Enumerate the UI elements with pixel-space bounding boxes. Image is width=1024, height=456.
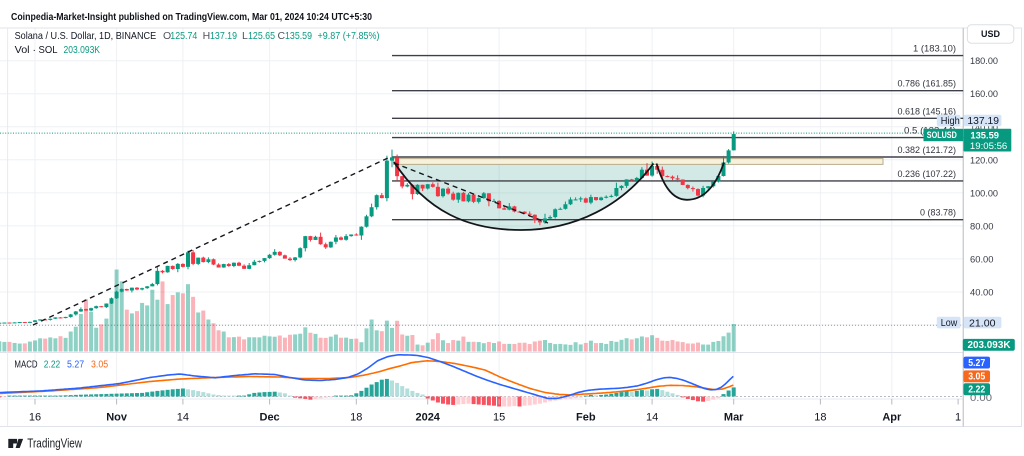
svg-text:140.00: 140.00 (970, 122, 998, 133)
svg-text:+9.87 (+7.85%): +9.87 (+7.85%) (318, 30, 380, 42)
svg-text:H: H (203, 30, 211, 42)
svg-text:120.00: 120.00 (970, 155, 998, 166)
svg-text:0 (83.78): 0 (83.78) (920, 208, 956, 219)
svg-text:137.19: 137.19 (967, 115, 999, 127)
svg-text:·: · (33, 44, 37, 56)
svg-text:125.65: 125.65 (248, 30, 275, 42)
svg-text:5.27: 5.27 (968, 358, 985, 369)
svg-text:18: 18 (814, 412, 826, 424)
svg-text:SOL: SOL (39, 44, 58, 56)
svg-text:5.27: 5.27 (67, 360, 84, 371)
svg-text:0.618 (145.16): 0.618 (145.16) (898, 106, 957, 117)
svg-text:160.00: 160.00 (970, 89, 998, 100)
svg-text:O: O (163, 30, 171, 42)
svg-text:3.05: 3.05 (968, 372, 985, 383)
svg-text:15: 15 (493, 412, 505, 424)
svg-text:80.00: 80.00 (970, 221, 994, 232)
svg-text:21.00: 21.00 (969, 317, 996, 329)
svg-text:Nov: Nov (106, 412, 128, 424)
svg-text:Solana / U.S. Dollar, 1D, BINA: Solana / U.S. Dollar, 1D, BINANCE (15, 30, 157, 42)
svg-text:100.00: 100.00 (970, 188, 998, 199)
svg-text:16: 16 (29, 412, 41, 424)
svg-text:2024: 2024 (415, 412, 440, 424)
svg-text:14: 14 (646, 412, 658, 424)
svg-text:135.59: 135.59 (970, 131, 999, 142)
svg-text:3.05: 3.05 (91, 360, 108, 371)
svg-text:2.22: 2.22 (44, 360, 61, 371)
svg-text:180.00: 180.00 (970, 56, 998, 67)
svg-text:0.786 (161.85): 0.786 (161.85) (898, 79, 957, 90)
svg-text:MACD: MACD (14, 360, 37, 371)
svg-text:0.00: 0.00 (970, 393, 992, 404)
svg-text:40.00: 40.00 (970, 288, 994, 299)
svg-text:1 (183.10): 1 (183.10) (913, 44, 956, 55)
svg-text:USD: USD (981, 29, 1000, 40)
svg-text:Vol: Vol (15, 44, 30, 56)
svg-text:Low: Low (941, 318, 958, 329)
svg-text:125.74: 125.74 (170, 30, 197, 42)
svg-text:High: High (941, 116, 960, 127)
svg-text:1: 1 (955, 412, 961, 424)
svg-text:14: 14 (177, 412, 189, 424)
svg-text:Feb: Feb (576, 412, 596, 424)
svg-text:2.22: 2.22 (968, 385, 985, 396)
svg-text:0.382 (121.72): 0.382 (121.72) (898, 145, 957, 156)
svg-text:Coinpedia-Market-Insight publi: Coinpedia-Market-Insight published on Tr… (11, 11, 372, 23)
svg-text:203.093K: 203.093K (64, 44, 101, 56)
svg-text:203.093K: 203.093K (968, 340, 1012, 351)
svg-text:Dec: Dec (260, 412, 280, 424)
svg-text:Mar: Mar (724, 412, 744, 424)
svg-text:137.19: 137.19 (210, 30, 237, 42)
svg-text:Apr: Apr (882, 412, 902, 424)
svg-text:TradingView: TradingView (27, 436, 82, 450)
svg-text:C: C (278, 30, 286, 42)
svg-text:135.59: 135.59 (285, 30, 312, 42)
svg-text:0.236 (107.22): 0.236 (107.22) (898, 169, 957, 180)
svg-text:60.00: 60.00 (970, 254, 994, 265)
svg-text:19:05:56: 19:05:56 (970, 141, 1007, 151)
svg-text:18: 18 (350, 412, 362, 424)
svg-text:L: L (242, 30, 248, 42)
svg-text:SOLUSD: SOLUSD (927, 130, 957, 140)
